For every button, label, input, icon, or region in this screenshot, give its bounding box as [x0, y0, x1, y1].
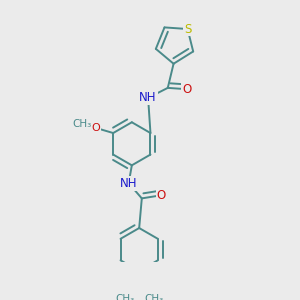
Text: S: S [184, 22, 191, 35]
Text: CH₃: CH₃ [144, 294, 163, 300]
Text: O: O [157, 189, 166, 202]
Text: CH₃: CH₃ [72, 118, 91, 129]
Text: NH: NH [120, 177, 137, 190]
Text: CH₃: CH₃ [115, 294, 134, 300]
Text: O: O [182, 83, 191, 96]
Text: O: O [91, 123, 100, 133]
Text: NH: NH [140, 92, 157, 104]
